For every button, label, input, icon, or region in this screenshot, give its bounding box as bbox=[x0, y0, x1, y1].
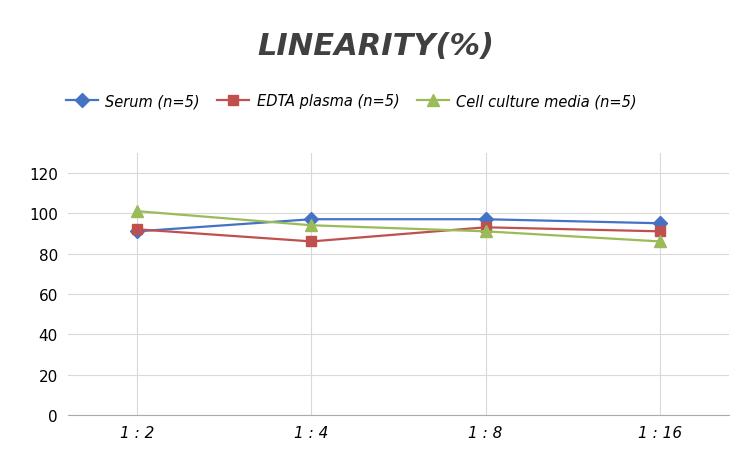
EDTA plasma (n=5) bbox=[655, 229, 664, 235]
Serum (n=5) bbox=[133, 229, 142, 235]
EDTA plasma (n=5) bbox=[481, 225, 490, 230]
Serum (n=5) bbox=[481, 217, 490, 222]
Line: Cell culture media (n=5): Cell culture media (n=5) bbox=[132, 206, 666, 248]
Line: EDTA plasma (n=5): EDTA plasma (n=5) bbox=[132, 223, 665, 247]
Text: LINEARITY(%): LINEARITY(%) bbox=[257, 32, 495, 60]
EDTA plasma (n=5) bbox=[133, 227, 142, 233]
Legend: Serum (n=5), EDTA plasma (n=5), Cell culture media (n=5): Serum (n=5), EDTA plasma (n=5), Cell cul… bbox=[60, 88, 643, 115]
Cell culture media (n=5) bbox=[481, 229, 490, 235]
EDTA plasma (n=5) bbox=[307, 239, 316, 244]
Serum (n=5) bbox=[307, 217, 316, 222]
Cell culture media (n=5) bbox=[307, 223, 316, 229]
Cell culture media (n=5) bbox=[655, 239, 664, 244]
Serum (n=5) bbox=[655, 221, 664, 226]
Line: Serum (n=5): Serum (n=5) bbox=[132, 215, 665, 237]
Cell culture media (n=5) bbox=[133, 209, 142, 214]
